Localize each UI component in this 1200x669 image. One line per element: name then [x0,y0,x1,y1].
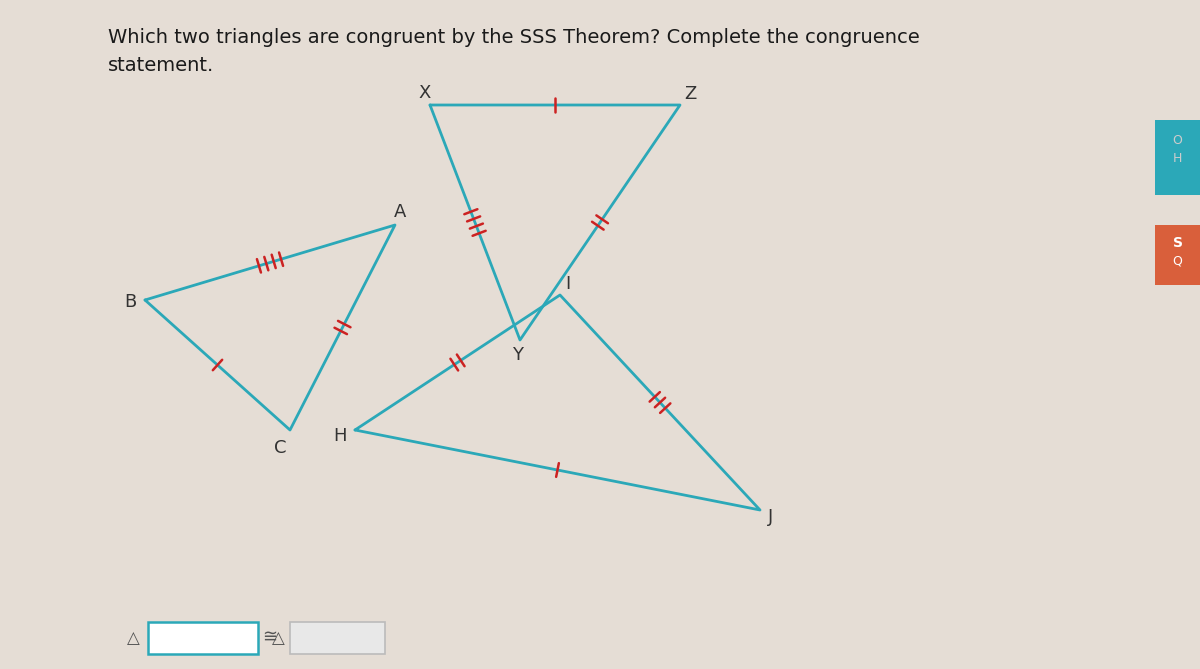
Text: S: S [1172,236,1182,250]
Text: H: H [1172,151,1182,165]
Text: J: J [768,508,774,526]
Text: X: X [419,84,431,102]
Text: △: △ [271,629,284,647]
Text: ≅: ≅ [263,629,277,647]
FancyBboxPatch shape [148,622,258,654]
Text: I: I [565,275,571,293]
Text: statement.: statement. [108,56,215,75]
Text: Q: Q [1172,254,1182,268]
Text: Which two triangles are congruent by the SSS Theorem? Complete the congruence: Which two triangles are congruent by the… [108,28,919,47]
Text: △: △ [127,629,139,647]
Bar [1154,225,1200,285]
Text: C: C [274,439,287,457]
Text: Z: Z [684,85,696,103]
Text: B: B [124,293,136,311]
Bar [1154,120,1200,195]
Text: O: O [1172,134,1182,147]
Text: A: A [394,203,406,221]
Text: H: H [334,427,347,445]
Text: Y: Y [512,346,523,364]
FancyBboxPatch shape [290,622,385,654]
